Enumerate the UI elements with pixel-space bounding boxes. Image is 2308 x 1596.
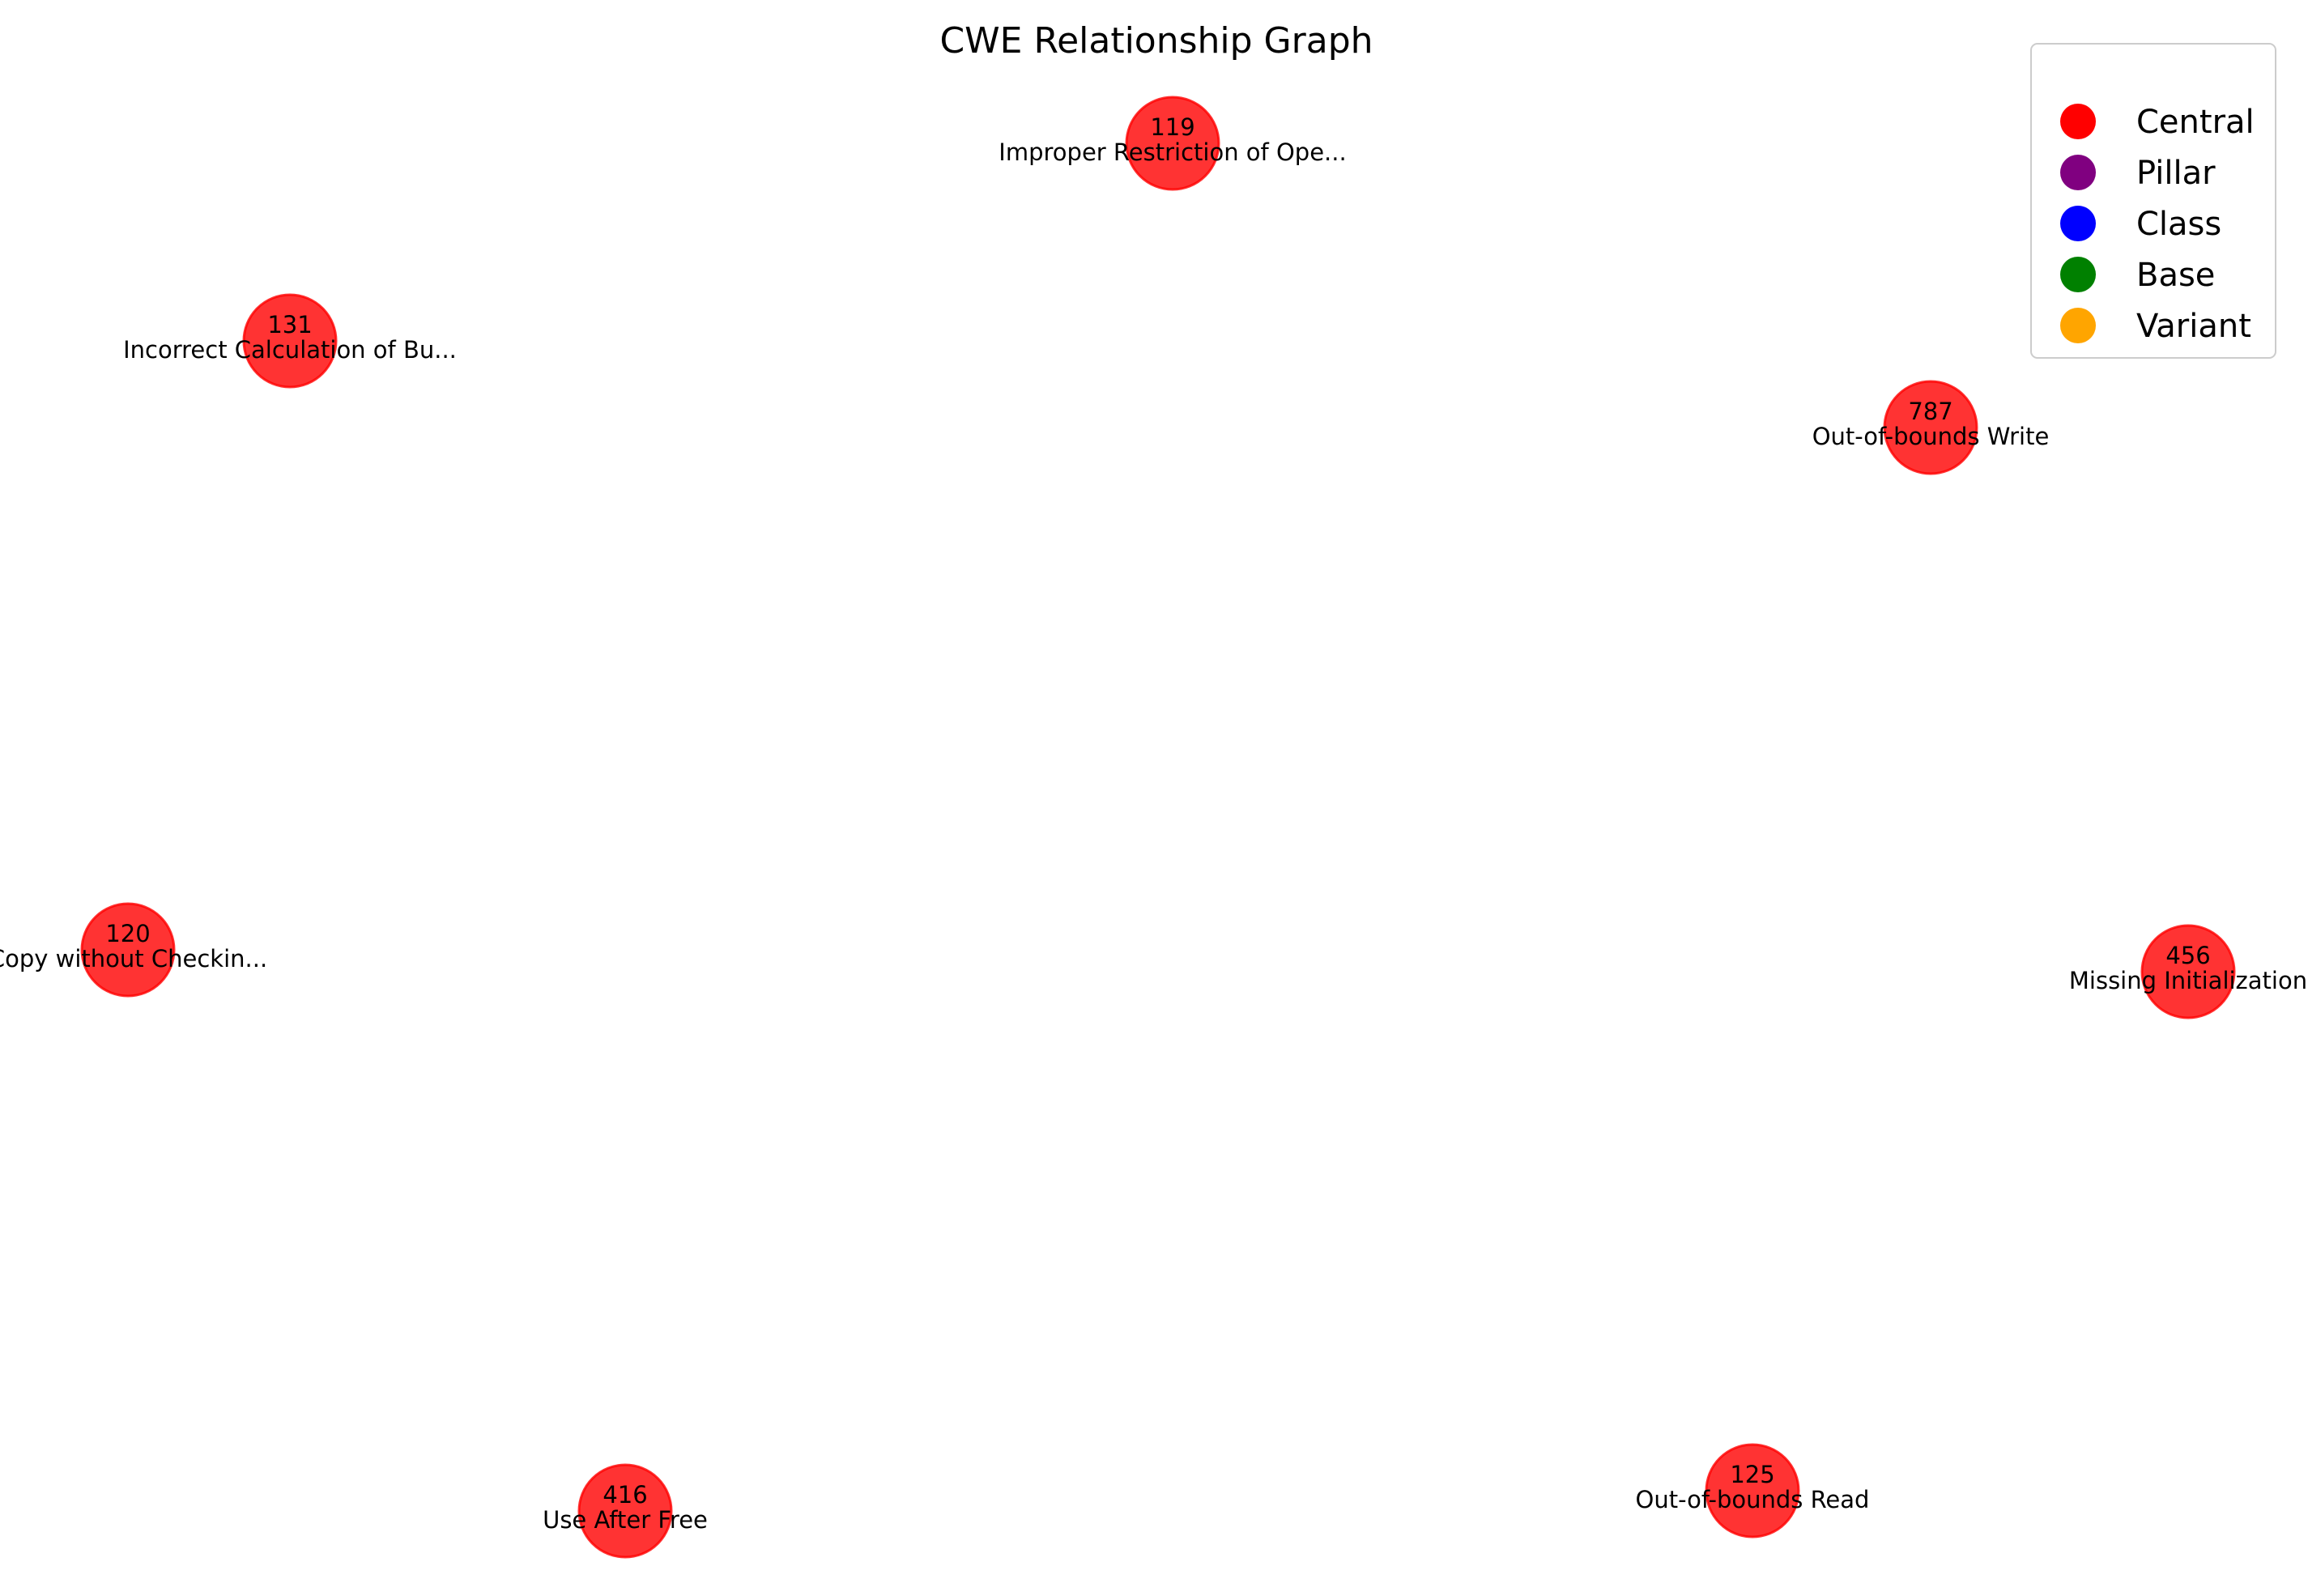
- legend-marker: [2060, 206, 2096, 241]
- node-circle: [242, 293, 338, 389]
- node-id: 120: [105, 920, 150, 947]
- node-circle: [577, 1463, 673, 1559]
- legend-marker: [2060, 308, 2096, 343]
- legend-label: Base: [2136, 257, 2215, 294]
- node-id: 131: [267, 311, 312, 338]
- graph-title: CWE Relationship Graph: [939, 20, 1373, 62]
- node-label: Use After Free: [543, 1506, 708, 1534]
- node-label: Out-of-bounds Write: [1812, 423, 2050, 450]
- node-label: Out-of-bounds Read: [1636, 1486, 1870, 1513]
- node-circle: [1883, 380, 1978, 475]
- legend-entry: Base: [2060, 257, 2215, 294]
- legend-label: Pillar: [2136, 155, 2216, 192]
- legend-entry: Variant: [2060, 308, 2251, 345]
- node-circle: [80, 902, 176, 998]
- legend-entries: Central Pillar Class Base Variant: [2060, 104, 2255, 345]
- legend: Central Pillar Class Base Variant: [2030, 43, 2276, 359]
- node-id: 119: [1150, 113, 1194, 141]
- legend-marker: [2060, 155, 2096, 190]
- node-circle: [2140, 924, 2236, 1019]
- node-label: Missing Initialization: [2069, 967, 2307, 994]
- node-id: 125: [1730, 1461, 1774, 1488]
- legend-marker: [2060, 257, 2096, 292]
- node-circle: [1125, 96, 1220, 191]
- legend-label: Central: [2136, 104, 2255, 141]
- node-id: 416: [603, 1481, 647, 1509]
- legend-label: Variant: [2136, 308, 2251, 345]
- node-label: Improper Restriction of Ope...: [999, 138, 1346, 166]
- legend-entry: Class: [2060, 206, 2221, 243]
- node-id: 787: [1908, 398, 1952, 425]
- node-label: Copy without Checkin...: [0, 945, 267, 972]
- legend-label: Class: [2136, 206, 2221, 243]
- node-id: 456: [2165, 942, 2210, 969]
- node-circle: [1705, 1443, 1800, 1539]
- legend-entry: Pillar: [2060, 155, 2216, 192]
- node-label: Incorrect Calculation of Bu...: [123, 336, 457, 364]
- legend-marker: [2060, 104, 2096, 139]
- legend-entry: Central: [2060, 104, 2255, 141]
